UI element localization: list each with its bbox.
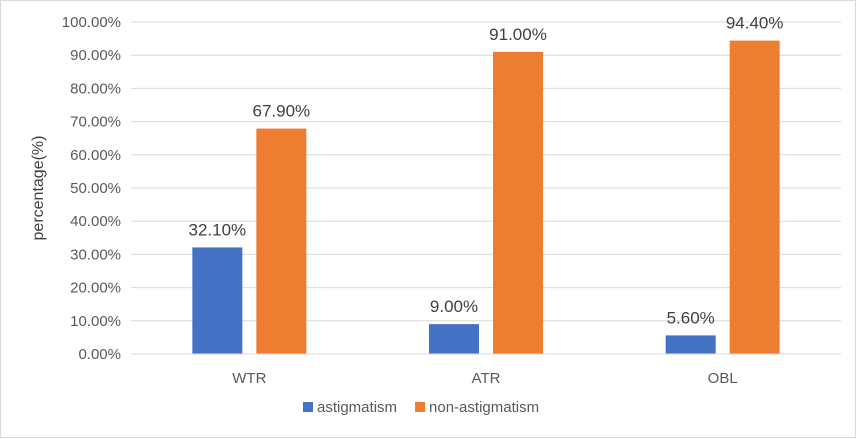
y-tick-label: 50.00%: [70, 180, 121, 197]
x-category-label: WTR: [232, 370, 266, 387]
legend-label-astigmatism: astigmatism: [317, 399, 397, 416]
bar-astigmatism-WTR: [192, 247, 243, 354]
data-label: 5.60%: [667, 308, 715, 327]
y-tick-label: 20.00%: [70, 280, 121, 297]
bar-non-astigmatism-OBL: [729, 40, 780, 354]
gridlines: [131, 21, 841, 322]
data-label: 94.40%: [726, 14, 784, 33]
y-axis-ticks: 0.00% 10.00% 20.00% 30.00% 40.00% 50.00% 60.00…: [62, 14, 121, 363]
y-tick-label: 10.00%: [70, 313, 121, 330]
legend-swatch-astigmatism: [303, 402, 313, 412]
y-tick-label: 60.00%: [70, 147, 121, 164]
legend-label-non-astigmatism: non-astigmatism: [429, 399, 539, 416]
legend: astigmatism non-astigmatism: [303, 399, 539, 416]
data-label: 32.10%: [188, 220, 246, 239]
data-labels: 32.10% 67.90% 9.00% 91.00% 5.60% 94.40%: [188, 14, 783, 328]
data-label: 67.90%: [252, 102, 310, 121]
y-tick-label: 90.00%: [70, 47, 121, 64]
y-tick-label: 30.00%: [70, 246, 121, 263]
x-category-label: ATR: [472, 370, 501, 387]
bar-astigmatism-OBL: [665, 335, 716, 354]
data-label: 91.00%: [489, 25, 547, 44]
legend-swatch-non-astigmatism: [415, 402, 426, 412]
y-axis-title: percentage(%): [30, 136, 47, 241]
y-tick-label: 40.00%: [70, 213, 121, 230]
bars: [192, 40, 780, 354]
bar-astigmatism-ATR: [429, 324, 479, 354]
y-tick-label: 80.00%: [70, 80, 121, 97]
y-tick-label: 100.00%: [62, 14, 121, 31]
y-tick-label: 0.00%: [78, 346, 121, 363]
bar-non-astigmatism-WTR: [256, 128, 307, 354]
data-label: 9.00%: [430, 297, 478, 316]
y-tick-label: 70.00%: [70, 114, 121, 131]
x-category-label: OBL: [708, 370, 738, 387]
bar-non-astigmatism-ATR: [493, 51, 543, 354]
x-axis-categories: WTR ATR OBL: [232, 370, 737, 387]
